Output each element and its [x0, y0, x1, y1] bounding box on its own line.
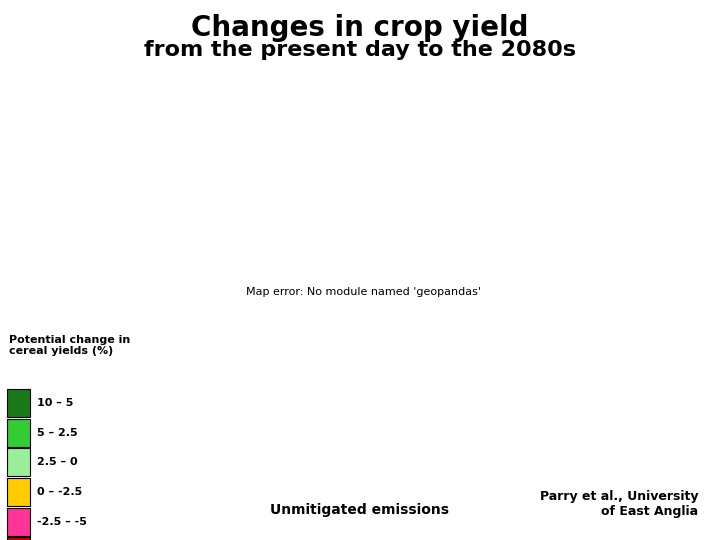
Text: 5 – 2.5: 5 – 2.5 [37, 428, 78, 437]
Text: from the present day to the 2080s: from the present day to the 2080s [144, 40, 576, 60]
Text: Potential change in
cereal yields (%): Potential change in cereal yields (%) [9, 335, 130, 356]
Text: 10 – 5: 10 – 5 [37, 398, 74, 408]
Text: Map error: No module named 'geopandas': Map error: No module named 'geopandas' [246, 287, 481, 296]
Text: Parry et al., University
of East Anglia: Parry et al., University of East Anglia [540, 490, 698, 518]
Text: Unmitigated emissions: Unmitigated emissions [271, 503, 449, 517]
Text: 0 – -2.5: 0 – -2.5 [37, 487, 83, 497]
Text: Changes in crop yield: Changes in crop yield [192, 14, 528, 42]
Text: 2.5 – 0: 2.5 – 0 [37, 457, 78, 467]
Text: -2.5 – -5: -2.5 – -5 [37, 517, 87, 526]
